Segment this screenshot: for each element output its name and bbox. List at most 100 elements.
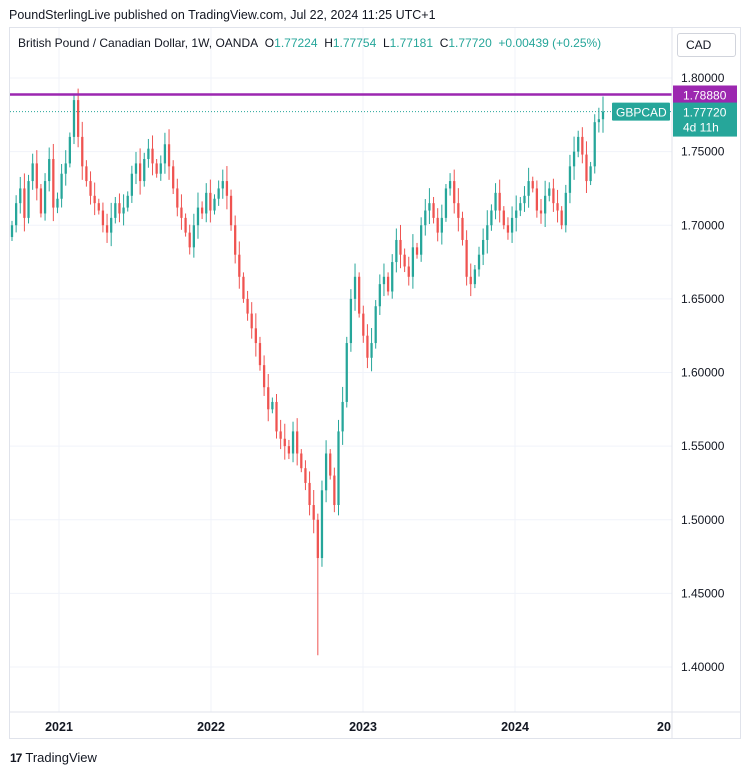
candle (577, 130, 580, 158)
candle-body (312, 505, 315, 520)
candle-body (213, 198, 216, 211)
candle-body (250, 313, 253, 329)
candle-body (56, 198, 59, 208)
candle (548, 182, 551, 202)
candle-body (544, 195, 547, 214)
low-label: L (382, 36, 390, 50)
candle-body (184, 217, 187, 233)
candle (196, 192, 200, 239)
candle-body (329, 453, 332, 476)
candle-body (523, 195, 526, 204)
candle (35, 150, 38, 201)
close-value: 1.77720 (448, 36, 492, 50)
candle (234, 215, 237, 264)
candle-body (407, 266, 410, 277)
y-tick-label: 1.55000 (681, 439, 725, 453)
candle (155, 158, 158, 178)
candle-body (10, 225, 14, 238)
candle-body (601, 111, 605, 120)
candle-body (130, 173, 133, 196)
candle (23, 173, 26, 232)
candle (76, 88, 80, 148)
symbol-tag-label: GBPCAD (616, 106, 667, 120)
candle-body (527, 181, 530, 196)
candle-body (593, 122, 596, 167)
candle-body (581, 136, 584, 155)
candle-body (76, 100, 80, 137)
candle-body (238, 254, 241, 277)
candle-body (192, 225, 195, 248)
candle-body (461, 217, 464, 240)
candle-body (506, 225, 510, 233)
candle (515, 195, 518, 232)
candle-body (122, 207, 125, 214)
candle-body (386, 276, 390, 292)
candle-body (577, 136, 580, 152)
candle (312, 490, 315, 534)
candle (324, 440, 328, 503)
candle (436, 208, 439, 242)
candle-body (366, 335, 369, 358)
candle-body (535, 188, 539, 211)
candle (68, 132, 71, 168)
candle (358, 272, 361, 318)
low-value: 1.77181 (389, 36, 434, 50)
candle (593, 114, 596, 174)
candle (316, 513, 319, 656)
change-value: +0.00439 (+0.25%) (498, 36, 602, 50)
candle (374, 300, 377, 349)
candle (403, 248, 406, 273)
candle (267, 373, 270, 422)
tradingview-logo-icon: 17 (10, 750, 22, 765)
candle-body (234, 225, 237, 255)
candle-body (68, 136, 71, 164)
candle (118, 193, 121, 223)
candle (362, 305, 365, 343)
currency-selector[interactable]: CAD (677, 33, 736, 57)
candle-body (308, 482, 311, 506)
candle (213, 194, 216, 215)
candle-body (118, 203, 121, 214)
candle-body (52, 158, 55, 208)
candle (482, 228, 485, 266)
y-tick-label: 1.75000 (681, 145, 725, 159)
candle-body (428, 203, 431, 211)
candle-body (176, 188, 179, 208)
candle-body (27, 181, 30, 218)
candle (180, 194, 183, 230)
candle-body (424, 210, 427, 226)
candle-body (304, 468, 307, 483)
candle-body (262, 365, 266, 388)
candle-body (498, 192, 501, 211)
candle (494, 183, 497, 220)
candle (444, 184, 448, 222)
candle (308, 471, 311, 516)
candle-body (205, 192, 208, 214)
candle (486, 210, 489, 254)
candle (205, 183, 208, 223)
candle (85, 160, 88, 187)
candle-body (246, 298, 249, 314)
candle-body (436, 217, 439, 233)
candle (581, 127, 584, 164)
candle-body (548, 188, 551, 196)
candle-body (151, 148, 154, 164)
candle (556, 189, 559, 223)
tradingview-logo[interactable]: 17 TradingView (10, 750, 97, 765)
candle (130, 165, 133, 203)
candle (138, 148, 142, 195)
candle (415, 242, 419, 259)
candle (287, 439, 291, 460)
candle-body (23, 188, 26, 218)
candle (31, 153, 34, 190)
candle-body (48, 158, 51, 182)
candle (544, 180, 547, 227)
candle-body (229, 195, 233, 226)
candle (101, 202, 105, 233)
x-tick-label: 2021 (45, 720, 73, 734)
candle-body (188, 232, 191, 248)
candle (519, 196, 522, 217)
candle-body (519, 203, 522, 211)
candle-body (362, 313, 365, 336)
